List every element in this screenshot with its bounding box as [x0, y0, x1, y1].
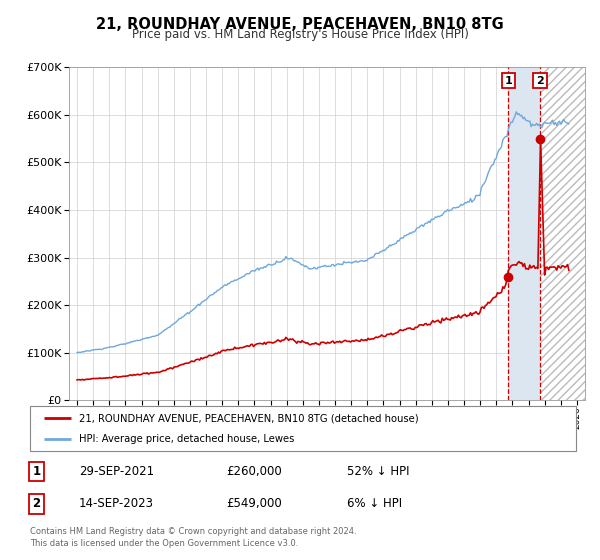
Text: 2: 2 [32, 497, 41, 510]
Text: £549,000: £549,000 [227, 497, 283, 510]
Text: 1: 1 [505, 76, 512, 86]
Text: 52% ↓ HPI: 52% ↓ HPI [347, 465, 409, 478]
Text: 21, ROUNDHAY AVENUE, PEACEHAVEN, BN10 8TG: 21, ROUNDHAY AVENUE, PEACEHAVEN, BN10 8T… [96, 17, 504, 32]
FancyBboxPatch shape [30, 406, 576, 451]
Text: 14-SEP-2023: 14-SEP-2023 [79, 497, 154, 510]
Text: Price paid vs. HM Land Registry's House Price Index (HPI): Price paid vs. HM Land Registry's House … [131, 28, 469, 41]
Text: £260,000: £260,000 [227, 465, 283, 478]
Bar [540, 67, 585, 400]
Text: 21, ROUNDHAY AVENUE, PEACEHAVEN, BN10 8TG (detached house): 21, ROUNDHAY AVENUE, PEACEHAVEN, BN10 8T… [79, 413, 419, 423]
Text: Contains HM Land Registry data © Crown copyright and database right 2024.: Contains HM Land Registry data © Crown c… [30, 528, 356, 536]
Text: 29-SEP-2021: 29-SEP-2021 [79, 465, 154, 478]
Bar [540, 67, 585, 400]
Text: This data is licensed under the Open Government Licence v3.0.: This data is licensed under the Open Gov… [30, 539, 298, 548]
Text: 6% ↓ HPI: 6% ↓ HPI [347, 497, 402, 510]
Text: HPI: Average price, detached house, Lewes: HPI: Average price, detached house, Lewe… [79, 433, 295, 444]
Text: 1: 1 [32, 465, 41, 478]
Text: 2: 2 [536, 76, 544, 86]
Bar [508, 67, 540, 400]
